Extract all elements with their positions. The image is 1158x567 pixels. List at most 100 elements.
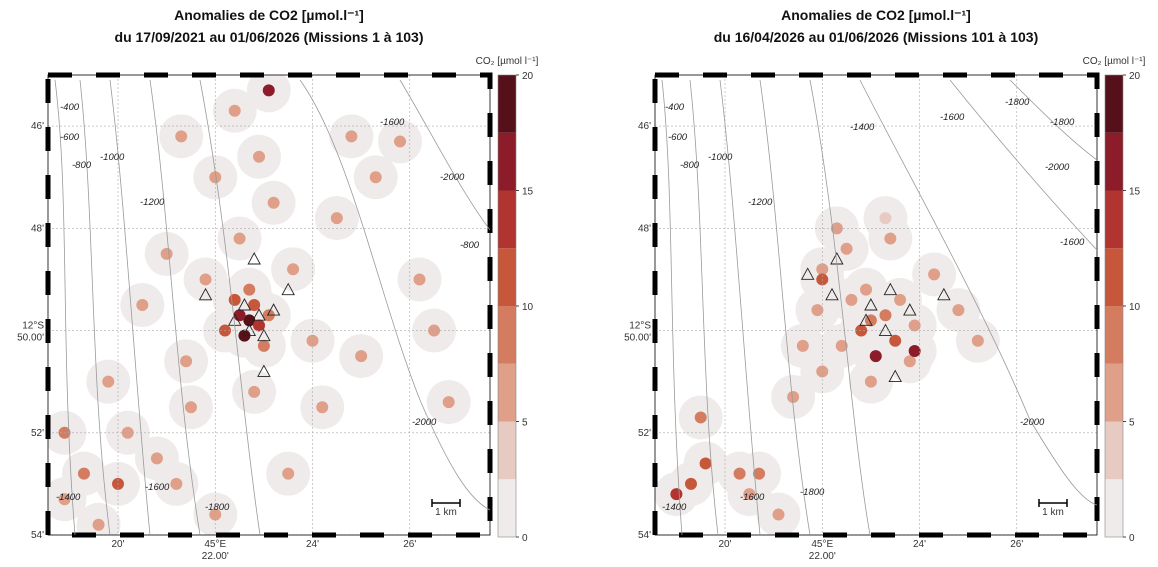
lat-tick-label: 46' [638,121,651,132]
co2-point [753,467,766,480]
colorbar-tick-label: 15 [1129,187,1141,198]
co2-point [262,84,275,97]
co2-point [209,508,222,521]
map-right: Anomalies de CO2 [µmol.l⁻¹] du 16/04/2026… [624,7,1146,562]
map-left: Anomalies de CO2 [µmol.l⁻¹] du 17/09/2021… [17,7,539,562]
co2-point [869,350,882,363]
lon-tick-sublabel: 22.00' [809,551,836,562]
contour-labels-right: -400 -600 -800 -1000 -1200 -1400 -1600 -… [662,97,1085,513]
lon-tick-label: 26' [1010,539,1023,550]
contour-label: -400 [60,102,80,113]
co2-point [150,452,163,465]
co2-point [345,130,358,143]
contour-label: -2000 [1045,162,1070,173]
co2-point [175,130,188,143]
co2-point [413,273,426,286]
co2-point [243,283,256,296]
source-triangle [864,298,878,311]
colorbar-bin [1105,248,1123,306]
co2-point [428,324,441,337]
co2-point [971,334,984,347]
co2-point [136,299,149,311]
co2-point [267,196,280,209]
source-triangle [266,303,281,316]
colorbar-bin [498,132,516,191]
co2-point [58,493,71,506]
colorbar-bin [1105,479,1123,537]
colorbar-tick-label: 20 [522,71,534,82]
scale-bar [431,499,461,507]
source-triangle [937,287,951,301]
contours-right [661,79,1097,535]
co2-point [903,355,916,368]
source-triangle [883,282,898,296]
co2-point [884,232,897,245]
co2-point [253,150,266,163]
lat-tick-label: 52' [638,428,651,439]
colorbar-tick-label: 20 [1129,71,1141,82]
co2-point [772,508,785,521]
contour-label: -600 [668,132,688,143]
lat-tick-label: 48' [31,223,44,234]
source-triangle [281,282,295,296]
colorbar-bin [1105,363,1123,422]
colorbar-bin [1105,132,1123,191]
co2-point [840,242,853,255]
source-triangle [825,287,839,301]
scale-label: 1 km [1042,507,1064,518]
contour-label: -1200 [748,197,773,208]
co2-point [855,324,868,337]
contour-label: -1400 [662,502,687,513]
co2-point [287,263,300,276]
contour-label: -1400 [850,122,875,133]
source-triangle [878,323,893,337]
co2-point [257,339,270,352]
lon-tick-label: 20' [111,539,124,550]
co2-point [894,293,907,306]
contour-label: -2000 [440,172,465,183]
co2-point [180,355,193,368]
co2-point [330,212,343,225]
colorbar-label: CO₂ [µmol l⁻¹] [1083,56,1146,67]
co2-point [860,283,873,296]
contour-label: -1400 [56,492,81,503]
co2-point [316,401,329,414]
lon-tick-label: 26' [403,539,416,550]
co2-point [928,268,941,281]
map-subtitle: du 16/04/2026 au 01/06/2026 (Missions 10… [714,29,1039,45]
contour-label: -1600 [145,482,170,493]
co2-point [369,171,382,184]
colorbar-bin [498,479,516,537]
contour-label: -1800 [1050,117,1075,128]
co2-point [355,350,368,363]
contour-label: -800 [72,160,92,171]
contour-label: -1200 [140,197,165,208]
co2-point [908,319,921,332]
co2-point [879,309,892,322]
contour-label: -1800 [1005,97,1030,108]
lat-tick-label: 46' [31,121,44,132]
colorbar-bin [498,421,516,480]
co2-point [77,467,90,480]
colorbar-bin [498,363,516,422]
lat-tick-label: 52' [31,428,44,439]
plot-area [655,196,1000,535]
source-triangle [800,267,815,280]
colorbar-bin [1105,306,1123,364]
colorbar-bin [498,306,516,364]
contour-label: -1600 [740,492,765,503]
co2-point [248,385,261,398]
lat-tick-label: 12°S [629,321,651,332]
source-triangle [252,308,266,321]
source-triangle [198,287,213,301]
colorbar-tick-label: 0 [522,533,528,544]
colorbar-tick-label: 10 [522,302,534,313]
lon-tick-label: 45°E [204,539,226,550]
colorbar-tick-label: 5 [522,418,528,429]
co2-point [121,426,134,439]
colorbar-tick-label: 5 [1129,418,1135,429]
frame-inner [47,74,491,536]
co2-point [743,488,756,501]
contour-label: -1800 [800,487,825,498]
contour-label: -1600 [940,112,965,123]
